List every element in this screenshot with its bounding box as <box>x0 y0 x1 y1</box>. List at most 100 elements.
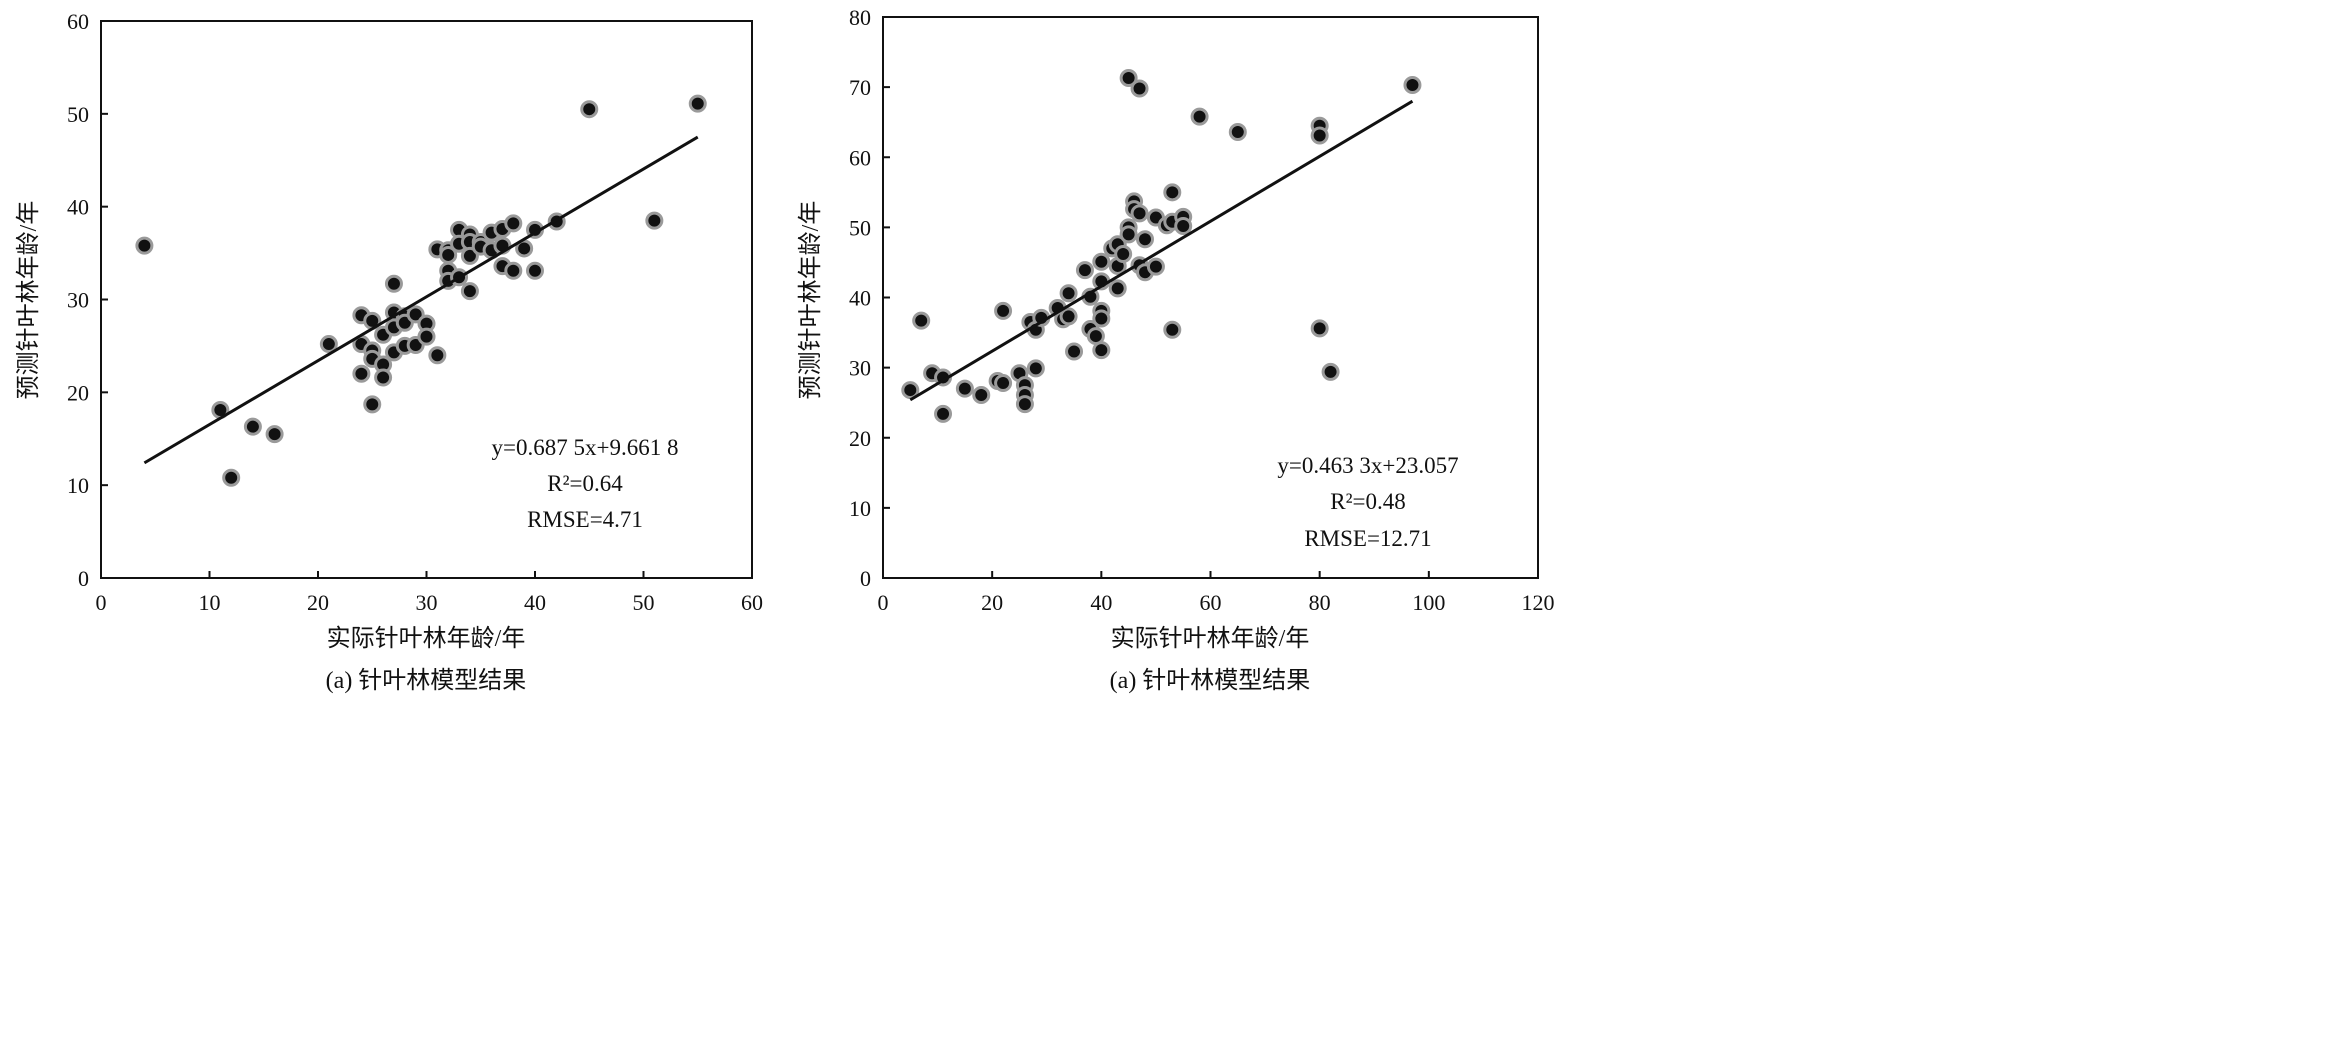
data-point <box>972 385 991 404</box>
data-point <box>1092 309 1111 328</box>
data-point <box>1403 76 1422 95</box>
plot-frame <box>882 16 1539 579</box>
data-point <box>580 100 599 119</box>
data-point <box>1163 320 1182 339</box>
data-point <box>1228 123 1247 142</box>
rmse-label: RMSE=12.71 <box>1304 526 1431 551</box>
charts-figure: 0 10 20 30 40 50 60 0 10 20 30 40 50 60 y=0.687 5x+9.… <box>15 5 1555 694</box>
data-points <box>901 69 1422 423</box>
data-point <box>1136 230 1154 249</box>
data-point <box>1174 216 1193 235</box>
data-point <box>688 94 707 113</box>
scatter-panel-left: 0 10 20 30 40 50 60 0 10 20 30 40 50 60 y=0.687 5x+9.… <box>15 9 763 694</box>
data-point <box>955 379 974 398</box>
y-tick-label: 0 <box>860 566 871 591</box>
x-tick-label: 40 <box>1090 590 1112 615</box>
data-point <box>1119 69 1138 88</box>
x-axis-title: 实际针叶林年龄/年 <box>327 625 526 652</box>
axis-ticks: 0 10 20 30 40 50 60 0 10 20 30 40 50 60 <box>67 9 763 615</box>
data-point <box>901 381 920 400</box>
y-tick-label: 50 <box>67 102 89 127</box>
panel-caption: (a) 针叶林模型结果 <box>1110 667 1311 694</box>
data-point <box>994 374 1013 393</box>
x-tick-label: 50 <box>633 590 655 615</box>
data-point <box>265 425 284 444</box>
y-axis-title: 预测针叶林年龄/年 <box>797 201 824 400</box>
data-point <box>1059 284 1078 303</box>
y-tick-label: 50 <box>849 215 871 240</box>
data-point <box>1092 252 1111 271</box>
data-point <box>243 417 262 436</box>
y-tick-label: 20 <box>67 380 89 405</box>
y-tick-label: 40 <box>849 286 871 311</box>
data-point <box>1092 341 1111 360</box>
data-point <box>374 368 393 387</box>
panel-caption: (a) 针叶林模型结果 <box>326 667 527 694</box>
data-point <box>1114 245 1133 264</box>
data-point <box>1190 107 1209 126</box>
data-point <box>460 282 479 301</box>
data-point <box>1321 362 1340 381</box>
x-tick-label: 10 <box>199 590 221 615</box>
x-tick-label: 120 <box>1522 590 1555 615</box>
data-point <box>384 274 403 293</box>
x-tick-label: 100 <box>1412 590 1445 615</box>
x-tick-label: 60 <box>1200 590 1222 615</box>
data-point <box>526 261 544 280</box>
y-axis-title: 预测针叶林年龄/年 <box>15 201 42 400</box>
data-point <box>417 327 436 346</box>
data-point <box>1146 257 1165 276</box>
regression-equation: y=0.687 5x+9.661 8 <box>492 435 679 460</box>
y-tick-label: 20 <box>849 426 871 451</box>
data-point <box>135 236 154 255</box>
data-point <box>406 305 425 324</box>
y-tick-label: 10 <box>849 496 871 521</box>
r-squared-label: R²=0.64 <box>547 471 623 496</box>
y-tick-label: 60 <box>67 9 89 34</box>
y-tick-label: 30 <box>67 288 89 313</box>
axis-ticks: 0 20 40 60 80 100 120 0 10 20 30 40 50 60 70 80 <box>849 5 1555 615</box>
data-points <box>135 94 707 487</box>
data-point <box>1059 307 1078 326</box>
r-squared-label: R²=0.48 <box>1330 489 1405 514</box>
y-tick-label: 60 <box>849 145 871 170</box>
rmse-label: RMSE=4.71 <box>527 507 643 532</box>
data-point <box>1310 126 1329 145</box>
y-tick-label: 0 <box>78 566 89 591</box>
data-point <box>428 346 447 365</box>
data-point <box>1026 359 1045 378</box>
data-point <box>504 214 523 233</box>
data-point <box>934 404 953 423</box>
data-point <box>1108 279 1127 298</box>
data-point <box>1310 319 1329 338</box>
x-tick-label: 30 <box>416 590 438 615</box>
y-tick-label: 30 <box>849 356 871 381</box>
data-point <box>1163 183 1182 202</box>
regression-line <box>909 99 1414 402</box>
x-tick-label: 20 <box>981 590 1003 615</box>
data-point <box>460 246 479 265</box>
plot-frame <box>100 20 753 579</box>
x-tick-label: 20 <box>307 590 329 615</box>
scatter-panel-right: 0 20 40 60 80 100 120 0 10 20 30 40 50 60 70 80 y=0.463… <box>797 5 1555 694</box>
x-axis-title: 实际针叶林年龄/年 <box>1111 625 1310 652</box>
data-point <box>363 395 382 414</box>
x-tick-label: 40 <box>524 590 546 615</box>
x-tick-label: 60 <box>741 590 763 615</box>
data-point <box>352 364 371 383</box>
y-tick-label: 10 <box>67 473 89 498</box>
data-point <box>645 211 664 230</box>
data-point <box>994 301 1013 320</box>
y-tick-label: 40 <box>67 195 89 220</box>
data-point <box>1065 342 1084 361</box>
x-tick-label: 0 <box>878 590 889 615</box>
regression-line <box>143 135 699 465</box>
regression-equation: y=0.463 3x+23.057 <box>1277 453 1458 478</box>
y-tick-label: 80 <box>849 5 871 30</box>
data-point <box>504 261 523 280</box>
data-point <box>319 335 338 354</box>
y-tick-label: 70 <box>849 75 871 100</box>
data-point <box>222 468 241 487</box>
data-point <box>1015 395 1034 414</box>
x-tick-label: 80 <box>1309 590 1331 615</box>
